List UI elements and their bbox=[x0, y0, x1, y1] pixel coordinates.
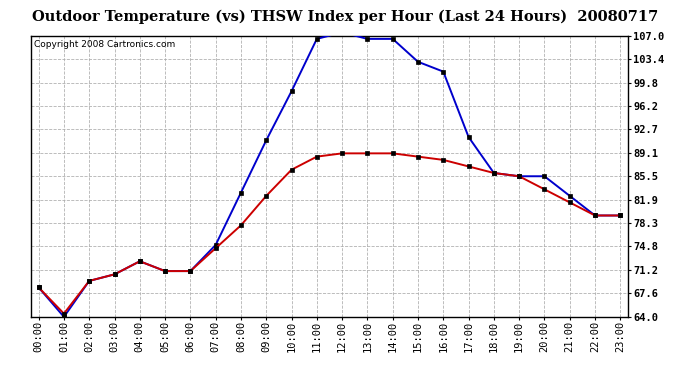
Text: Outdoor Temperature (vs) THSW Index per Hour (Last 24 Hours)  20080717: Outdoor Temperature (vs) THSW Index per … bbox=[32, 9, 658, 24]
Text: Copyright 2008 Cartronics.com: Copyright 2008 Cartronics.com bbox=[34, 40, 175, 49]
